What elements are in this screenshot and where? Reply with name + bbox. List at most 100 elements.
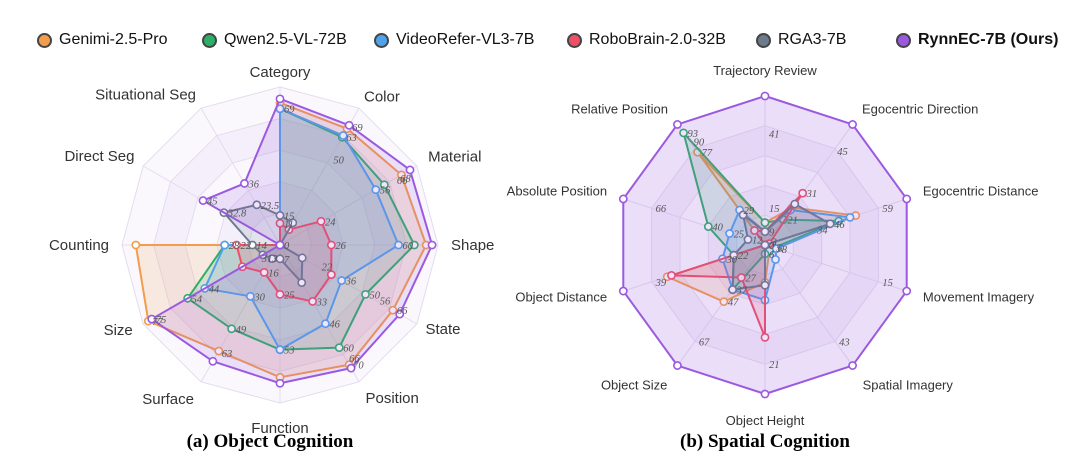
axis-label-size: Size xyxy=(104,322,133,339)
data-point xyxy=(673,120,682,129)
legend-label: RoboBrain-2.0-32B xyxy=(589,31,726,48)
value-label: 15 xyxy=(769,204,780,215)
chart-title: (b) Spatial Cognition xyxy=(680,431,850,452)
value-label: 29 xyxy=(744,206,755,217)
value-label: 70 xyxy=(353,361,364,372)
data-point xyxy=(326,270,336,280)
data-point xyxy=(252,200,262,210)
legend-label: VideoRefer-VL3-7B xyxy=(396,31,535,48)
grid-spoke xyxy=(279,165,418,246)
value-label: 14 xyxy=(256,241,267,252)
legend-swatch xyxy=(567,32,582,48)
value-label: 49 xyxy=(236,325,247,336)
data-point xyxy=(397,170,406,180)
radar-a-object-cognition: 6915110696350686656246026665650362270666… xyxy=(49,64,494,452)
data-point xyxy=(288,218,298,228)
axis-label-movement-imagery: Movement Imagery xyxy=(923,289,1035,304)
data-point xyxy=(388,305,398,315)
value-label: 75 xyxy=(156,315,167,326)
data-point xyxy=(275,378,285,388)
data-point xyxy=(321,319,330,329)
axis-label-function: Function xyxy=(251,420,309,437)
value-label: 22 xyxy=(322,263,333,274)
data-point xyxy=(771,255,780,264)
data-point xyxy=(902,286,912,296)
value-label: 36 xyxy=(247,179,259,190)
data-point xyxy=(760,280,770,290)
value-label: 63 xyxy=(346,133,357,144)
data-point xyxy=(703,222,713,231)
axis-label-absolute-position: Absolute Position xyxy=(507,184,607,199)
data-point xyxy=(736,273,746,282)
legend-swatch xyxy=(896,32,911,48)
value-label: 27 xyxy=(745,274,756,285)
data-point xyxy=(297,253,307,263)
value-label: 59 xyxy=(882,204,893,215)
data-point xyxy=(214,346,224,356)
data-point xyxy=(240,179,249,188)
value-label: 25 xyxy=(284,290,295,301)
data-point xyxy=(245,291,255,301)
axis-label-surface: Surface xyxy=(142,391,194,408)
data-point xyxy=(760,389,770,399)
series-rynnec-7b-ours xyxy=(147,94,437,388)
value-label: 30 xyxy=(725,255,737,266)
value-label: 8 xyxy=(782,245,788,256)
data-point xyxy=(825,219,835,229)
series-area xyxy=(731,203,832,291)
axis-label-egocentric-distance: Egocentric Distance xyxy=(923,184,1039,199)
value-label: 66 xyxy=(349,354,360,365)
grid-spoke xyxy=(764,244,853,366)
chart-title: (a) Object Cognition xyxy=(187,431,354,452)
axis-label-trajectory-review: Trajectory Review xyxy=(713,63,817,78)
data-point xyxy=(760,227,770,236)
data-point xyxy=(220,240,230,250)
data-point xyxy=(198,196,208,205)
value-label: 46 xyxy=(834,220,845,231)
value-label: 24 xyxy=(325,217,336,228)
value-label: 0 xyxy=(284,241,290,252)
value-label: 37 xyxy=(736,286,748,297)
data-point xyxy=(371,185,381,195)
legend-swatch xyxy=(37,32,52,48)
data-point xyxy=(394,240,403,250)
axis-label-category: Category xyxy=(250,64,311,81)
value-label: 21 xyxy=(787,216,798,227)
grid-spoke xyxy=(200,107,281,246)
data-point xyxy=(208,356,218,366)
value-label: 23.5 xyxy=(261,201,279,212)
value-label: 53 xyxy=(284,346,295,357)
value-label: 63 xyxy=(222,349,233,360)
value-label: 50 xyxy=(370,290,381,301)
axis-label-direct-seg: Direct Seg xyxy=(64,148,134,165)
value-label: 34 xyxy=(816,225,828,236)
value-label: 77 xyxy=(702,148,713,159)
grid-spoke xyxy=(764,244,907,292)
data-point xyxy=(338,131,348,140)
data-point xyxy=(729,250,739,260)
data-point xyxy=(405,165,415,175)
value-label: 41 xyxy=(769,129,780,140)
series-area xyxy=(235,220,333,303)
data-point xyxy=(845,212,855,222)
data-point xyxy=(667,270,676,280)
data-point xyxy=(316,216,326,226)
data-point xyxy=(738,210,748,220)
grid-spoke xyxy=(279,244,360,383)
data-point xyxy=(275,345,285,355)
legend: Genimi-2.5-Pro Qwen2.5-VL-72B VideoRefer-V… xyxy=(0,27,1080,53)
value-label: 69 xyxy=(352,123,363,134)
legend-swatch xyxy=(202,32,217,48)
legend-label: RGA3-7B xyxy=(778,31,847,48)
value-label: 28 xyxy=(229,241,240,252)
data-point xyxy=(798,188,808,198)
value-label: 31 xyxy=(806,189,818,200)
legend-item-videorefer-vl3-7b: VideoRefer-VL3-7B xyxy=(374,27,534,53)
axis-label-state: State xyxy=(425,321,460,338)
value-label: 36 xyxy=(345,277,357,288)
value-label: 44 xyxy=(209,284,220,295)
value-label: 22 xyxy=(241,241,252,252)
value-label: 22 xyxy=(738,251,749,262)
value-label: 0 xyxy=(769,241,775,252)
